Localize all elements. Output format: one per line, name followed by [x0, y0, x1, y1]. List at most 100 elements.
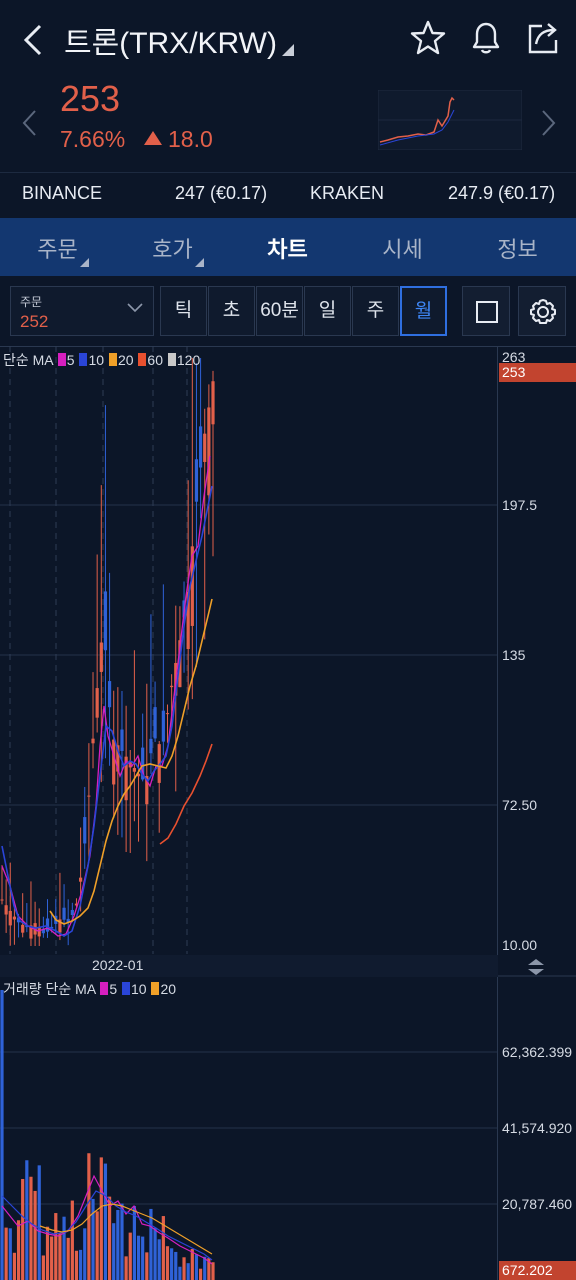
prev-coin-icon[interactable] — [20, 108, 40, 138]
volume-bar — [21, 1178, 25, 1280]
volume-bar — [198, 1268, 203, 1280]
back-icon[interactable] — [18, 22, 48, 58]
candle-body — [62, 907, 66, 920]
page-title[interactable]: 트론(TRX/KRW) — [64, 27, 277, 60]
volume-axis-label: 41,574.920 — [502, 1120, 573, 1136]
volume-bar — [128, 1232, 132, 1280]
volume-bar — [136, 1235, 141, 1280]
volume-bar — [54, 1213, 58, 1280]
chart-type-button[interactable] — [462, 286, 510, 336]
price-axis-label: 197.5 — [502, 497, 538, 513]
candle-body — [4, 905, 8, 915]
candle-body — [12, 916, 17, 920]
candle-body — [0, 899, 4, 901]
candle-body — [29, 925, 33, 939]
volume-bar — [58, 1233, 62, 1280]
volume-bar — [132, 1205, 136, 1280]
next-coin-icon[interactable] — [538, 108, 558, 138]
volume-bar — [50, 1236, 54, 1280]
period-month[interactable]: 월 — [400, 286, 447, 336]
candle-body — [50, 926, 54, 929]
candle-body — [21, 924, 25, 933]
candle-body — [112, 739, 116, 785]
star-icon[interactable] — [408, 18, 448, 58]
volume-bar — [107, 1196, 112, 1280]
ma60-label: 60 — [147, 352, 163, 368]
candle-body — [103, 591, 108, 651]
exchange-name-binance: BINANCE — [22, 183, 103, 203]
ma120-label: 120 — [176, 352, 201, 368]
candle-body — [45, 918, 50, 932]
period-tick[interactable]: 틱 — [160, 286, 207, 336]
period-week[interactable]: 주 — [352, 286, 399, 336]
candle-body — [207, 407, 211, 496]
candle-body — [132, 768, 136, 772]
ma60-swatch — [138, 353, 147, 366]
volume-bar — [74, 1250, 79, 1280]
bell-icon[interactable] — [466, 18, 506, 58]
candle-body — [120, 729, 124, 751]
exchange-bar — [0, 172, 576, 218]
candle-body — [58, 919, 62, 933]
mini-price-chart — [378, 90, 522, 150]
volume-axis-label: 20,787.460 — [502, 1196, 573, 1212]
candle-body — [99, 642, 103, 672]
candle-body — [165, 713, 170, 715]
tab-info[interactable]: 정보 — [497, 237, 538, 262]
vol-ma20-line — [39, 1203, 213, 1255]
volume-bar — [41, 1255, 45, 1280]
volume-bar — [211, 1262, 215, 1280]
period-day[interactable]: 일 — [304, 286, 351, 336]
current-price-tag: 253 — [499, 363, 576, 382]
gear-icon — [530, 299, 556, 324]
ma5-swatch — [57, 353, 66, 366]
candle-body — [190, 546, 194, 626]
share-icon[interactable] — [522, 18, 562, 58]
volume-bar — [153, 1227, 157, 1280]
date-axis — [0, 955, 498, 977]
candle-body — [145, 776, 149, 805]
tab-order[interactable]: 주문 — [37, 237, 78, 262]
ma20-label: 20 — [117, 352, 134, 368]
candle-body — [25, 925, 29, 928]
volume-bar — [165, 1246, 170, 1280]
ma10-label: 10 — [88, 352, 105, 368]
volume-bar — [70, 1200, 74, 1280]
vol-ma10-swatch — [122, 982, 130, 995]
order-select[interactable] — [10, 286, 154, 336]
price-axis-bottom: 10.00 — [502, 937, 538, 953]
tab-market[interactable]: 시세 — [382, 237, 423, 262]
square-icon — [476, 301, 498, 323]
title-dropdown-caret-icon[interactable] — [282, 44, 294, 56]
candle-body — [194, 459, 199, 502]
volume-bar — [174, 1251, 178, 1280]
volume-bar — [8, 1228, 12, 1280]
candle-body — [116, 745, 120, 772]
resize-handle-icon[interactable] — [526, 958, 546, 976]
settings-button[interactable] — [518, 286, 566, 336]
candle-body — [41, 928, 45, 934]
volume-bar — [95, 1211, 99, 1280]
candle-body — [95, 688, 99, 718]
tab-chart[interactable]: 차트 — [267, 237, 308, 262]
volume-bar — [186, 1263, 190, 1280]
tab-orderbook[interactable]: 호가 — [152, 237, 193, 262]
ma5-label: 5 — [66, 352, 75, 368]
volume-bar — [157, 1239, 161, 1280]
candle-body — [107, 681, 112, 708]
volume-bar — [4, 1227, 8, 1280]
price-axis-label: 135 — [502, 647, 526, 663]
volume-bar — [194, 1254, 199, 1280]
volume-bar — [190, 1248, 194, 1280]
volume-bar — [145, 1252, 149, 1280]
ma-legend-prefix: 단순 MA — [3, 352, 53, 368]
candle-body — [141, 747, 145, 780]
order-select-value: 252 — [20, 312, 49, 331]
period-60min[interactable]: 60분 — [256, 286, 303, 336]
volume-bar — [141, 1236, 145, 1280]
volume-axis-label: 62,362.399 — [502, 1044, 573, 1060]
change-percent: 7.66% — [60, 126, 126, 152]
ma-legend: 단순 MA 5 10 20 60 120 — [3, 350, 200, 370]
price-volume-chart[interactable] — [0, 346, 576, 1280]
period-second[interactable]: 초 — [208, 286, 255, 336]
